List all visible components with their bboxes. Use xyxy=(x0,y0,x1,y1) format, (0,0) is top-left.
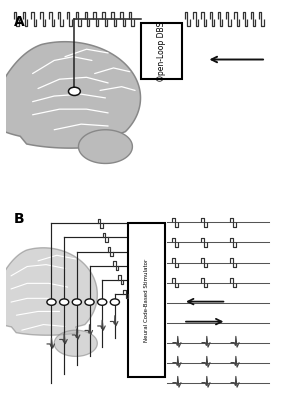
Polygon shape xyxy=(78,130,132,164)
Polygon shape xyxy=(0,42,140,148)
Text: Open-Loop DBS: Open-Loop DBS xyxy=(157,22,166,81)
Circle shape xyxy=(110,299,119,305)
Circle shape xyxy=(47,299,56,305)
Text: Neural Code-Based Stimulator: Neural Code-Based Stimulator xyxy=(144,258,149,342)
Polygon shape xyxy=(0,248,97,335)
Text: A: A xyxy=(14,16,24,30)
Bar xyxy=(140,23,182,79)
Polygon shape xyxy=(54,330,97,356)
Circle shape xyxy=(85,299,94,305)
Circle shape xyxy=(72,299,81,305)
Bar xyxy=(128,224,165,377)
Text: B: B xyxy=(14,212,24,226)
Circle shape xyxy=(69,87,80,96)
Circle shape xyxy=(60,299,69,305)
Circle shape xyxy=(98,299,107,305)
